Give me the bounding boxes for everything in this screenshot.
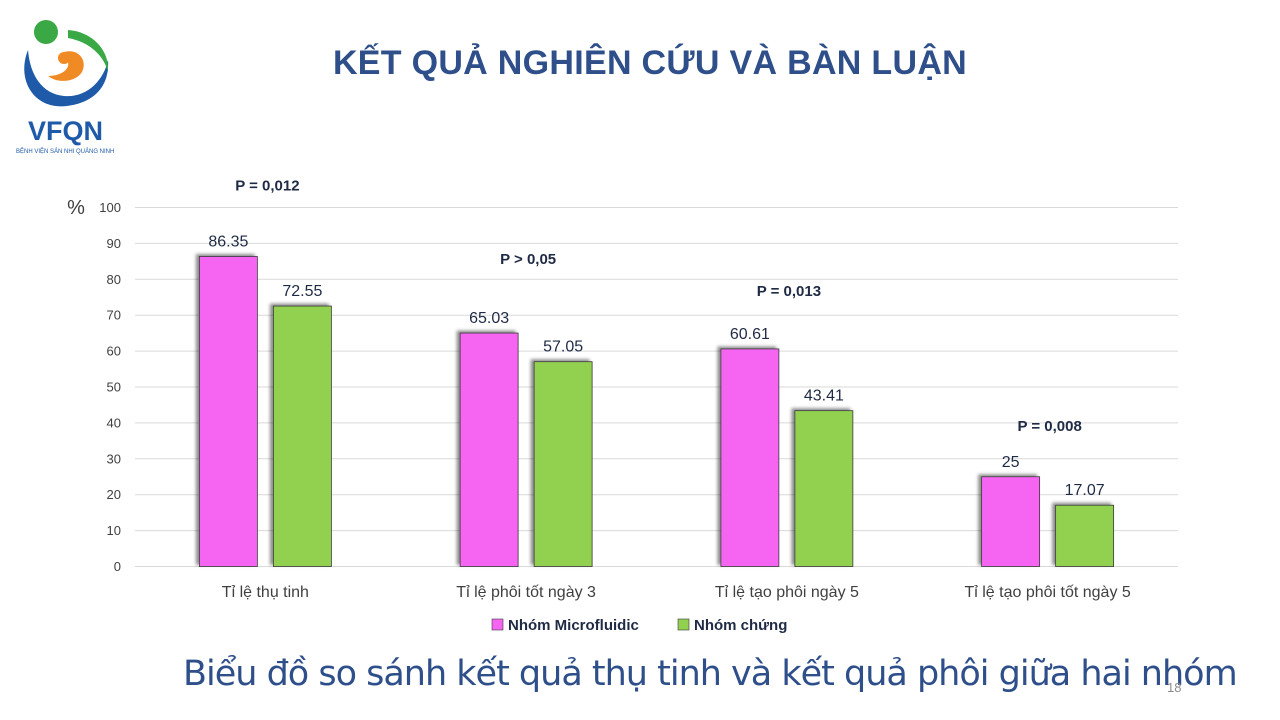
logo-subtext: BỆNH VIỆN SẢN NHI QUẢNG NINH <box>16 147 114 155</box>
bar-microfluidic <box>459 332 519 567</box>
bars: 86.35 72.55 65.03 57.05 60.61 43.41 25 17.07 <box>198 234 1115 567</box>
bar-control <box>272 305 332 567</box>
y-tick-label: 60 <box>107 344 121 359</box>
page-number: 18 <box>1167 680 1182 695</box>
data-label: 65.03 <box>469 310 509 327</box>
p-value-annotation: P = 0,012 <box>235 177 299 194</box>
y-tick-label: 80 <box>107 272 121 287</box>
legend-swatch <box>677 618 690 631</box>
hospital-logo: VFQN BỆNH VIỆN SẢN NHI QUẢNG NINH <box>16 20 114 155</box>
data-label: 43.41 <box>804 388 844 405</box>
p-value-annotations: P = 0,012 P > 0,05 P = 0,013 P = 0,008 <box>235 177 1082 435</box>
x-tick-label: Tỉ lệ tạo phôi tốt ngày 5 <box>964 584 1130 601</box>
y-tick-label: 30 <box>107 451 121 466</box>
data-label: 60.61 <box>730 326 770 343</box>
data-label: 17.07 <box>1065 482 1105 499</box>
slide-title: KẾT QUẢ NGHIÊN CỨU VÀ BÀN LUẬN <box>332 44 968 82</box>
bar-microfluidic <box>981 476 1041 567</box>
chart-caption: Biểu đồ so sánh kết quả thụ tinh và kết … <box>183 654 1238 694</box>
legend-label: Nhóm Microfluidic <box>508 617 639 634</box>
legend-swatch <box>491 618 504 631</box>
x-tick-label: Tỉ lệ thụ tinh <box>222 584 309 601</box>
p-value-annotation: P = 0,008 <box>1017 418 1081 435</box>
y-tick-label: 50 <box>107 380 121 395</box>
bar-microfluidic <box>198 256 258 567</box>
y-tick-label: 10 <box>107 523 121 538</box>
x-tick-label: Tỉ lệ phôi tốt ngày 3 <box>456 584 596 601</box>
y-tick-label: 70 <box>107 308 121 323</box>
y-axis-label: % <box>67 197 85 219</box>
y-tick-label: 0 <box>114 559 121 574</box>
legend: Nhóm Microfluidic Nhóm chứng <box>491 617 787 634</box>
x-tick-label: Tỉ lệ tạo phôi ngày 5 <box>715 584 859 601</box>
p-value-annotation: P > 0,05 <box>500 251 556 268</box>
data-label: 86.35 <box>208 234 248 251</box>
data-label: 72.55 <box>282 283 322 300</box>
bar-control <box>533 361 593 567</box>
y-tick-label: 40 <box>107 415 121 430</box>
y-axis-ticks: 0 10 20 30 40 50 60 70 80 90 100 <box>99 200 121 574</box>
y-tick-label: 20 <box>107 487 121 502</box>
legend-label: Nhóm chứng <box>694 617 787 634</box>
y-tick-label: 100 <box>99 200 121 215</box>
bar-control <box>794 410 854 567</box>
x-axis-ticks: Tỉ lệ thụ tinh Tỉ lệ phôi tốt ngày 3 Tỉ lệ… <box>222 584 1131 601</box>
bar-control <box>1055 504 1115 567</box>
p-value-annotation: P = 0,013 <box>757 283 821 300</box>
logo-text: VFQN <box>28 116 103 146</box>
y-tick-label: 90 <box>107 236 121 251</box>
data-label: 57.05 <box>543 339 583 356</box>
bar-microfluidic <box>720 348 780 567</box>
data-label: 25 <box>1002 454 1020 471</box>
